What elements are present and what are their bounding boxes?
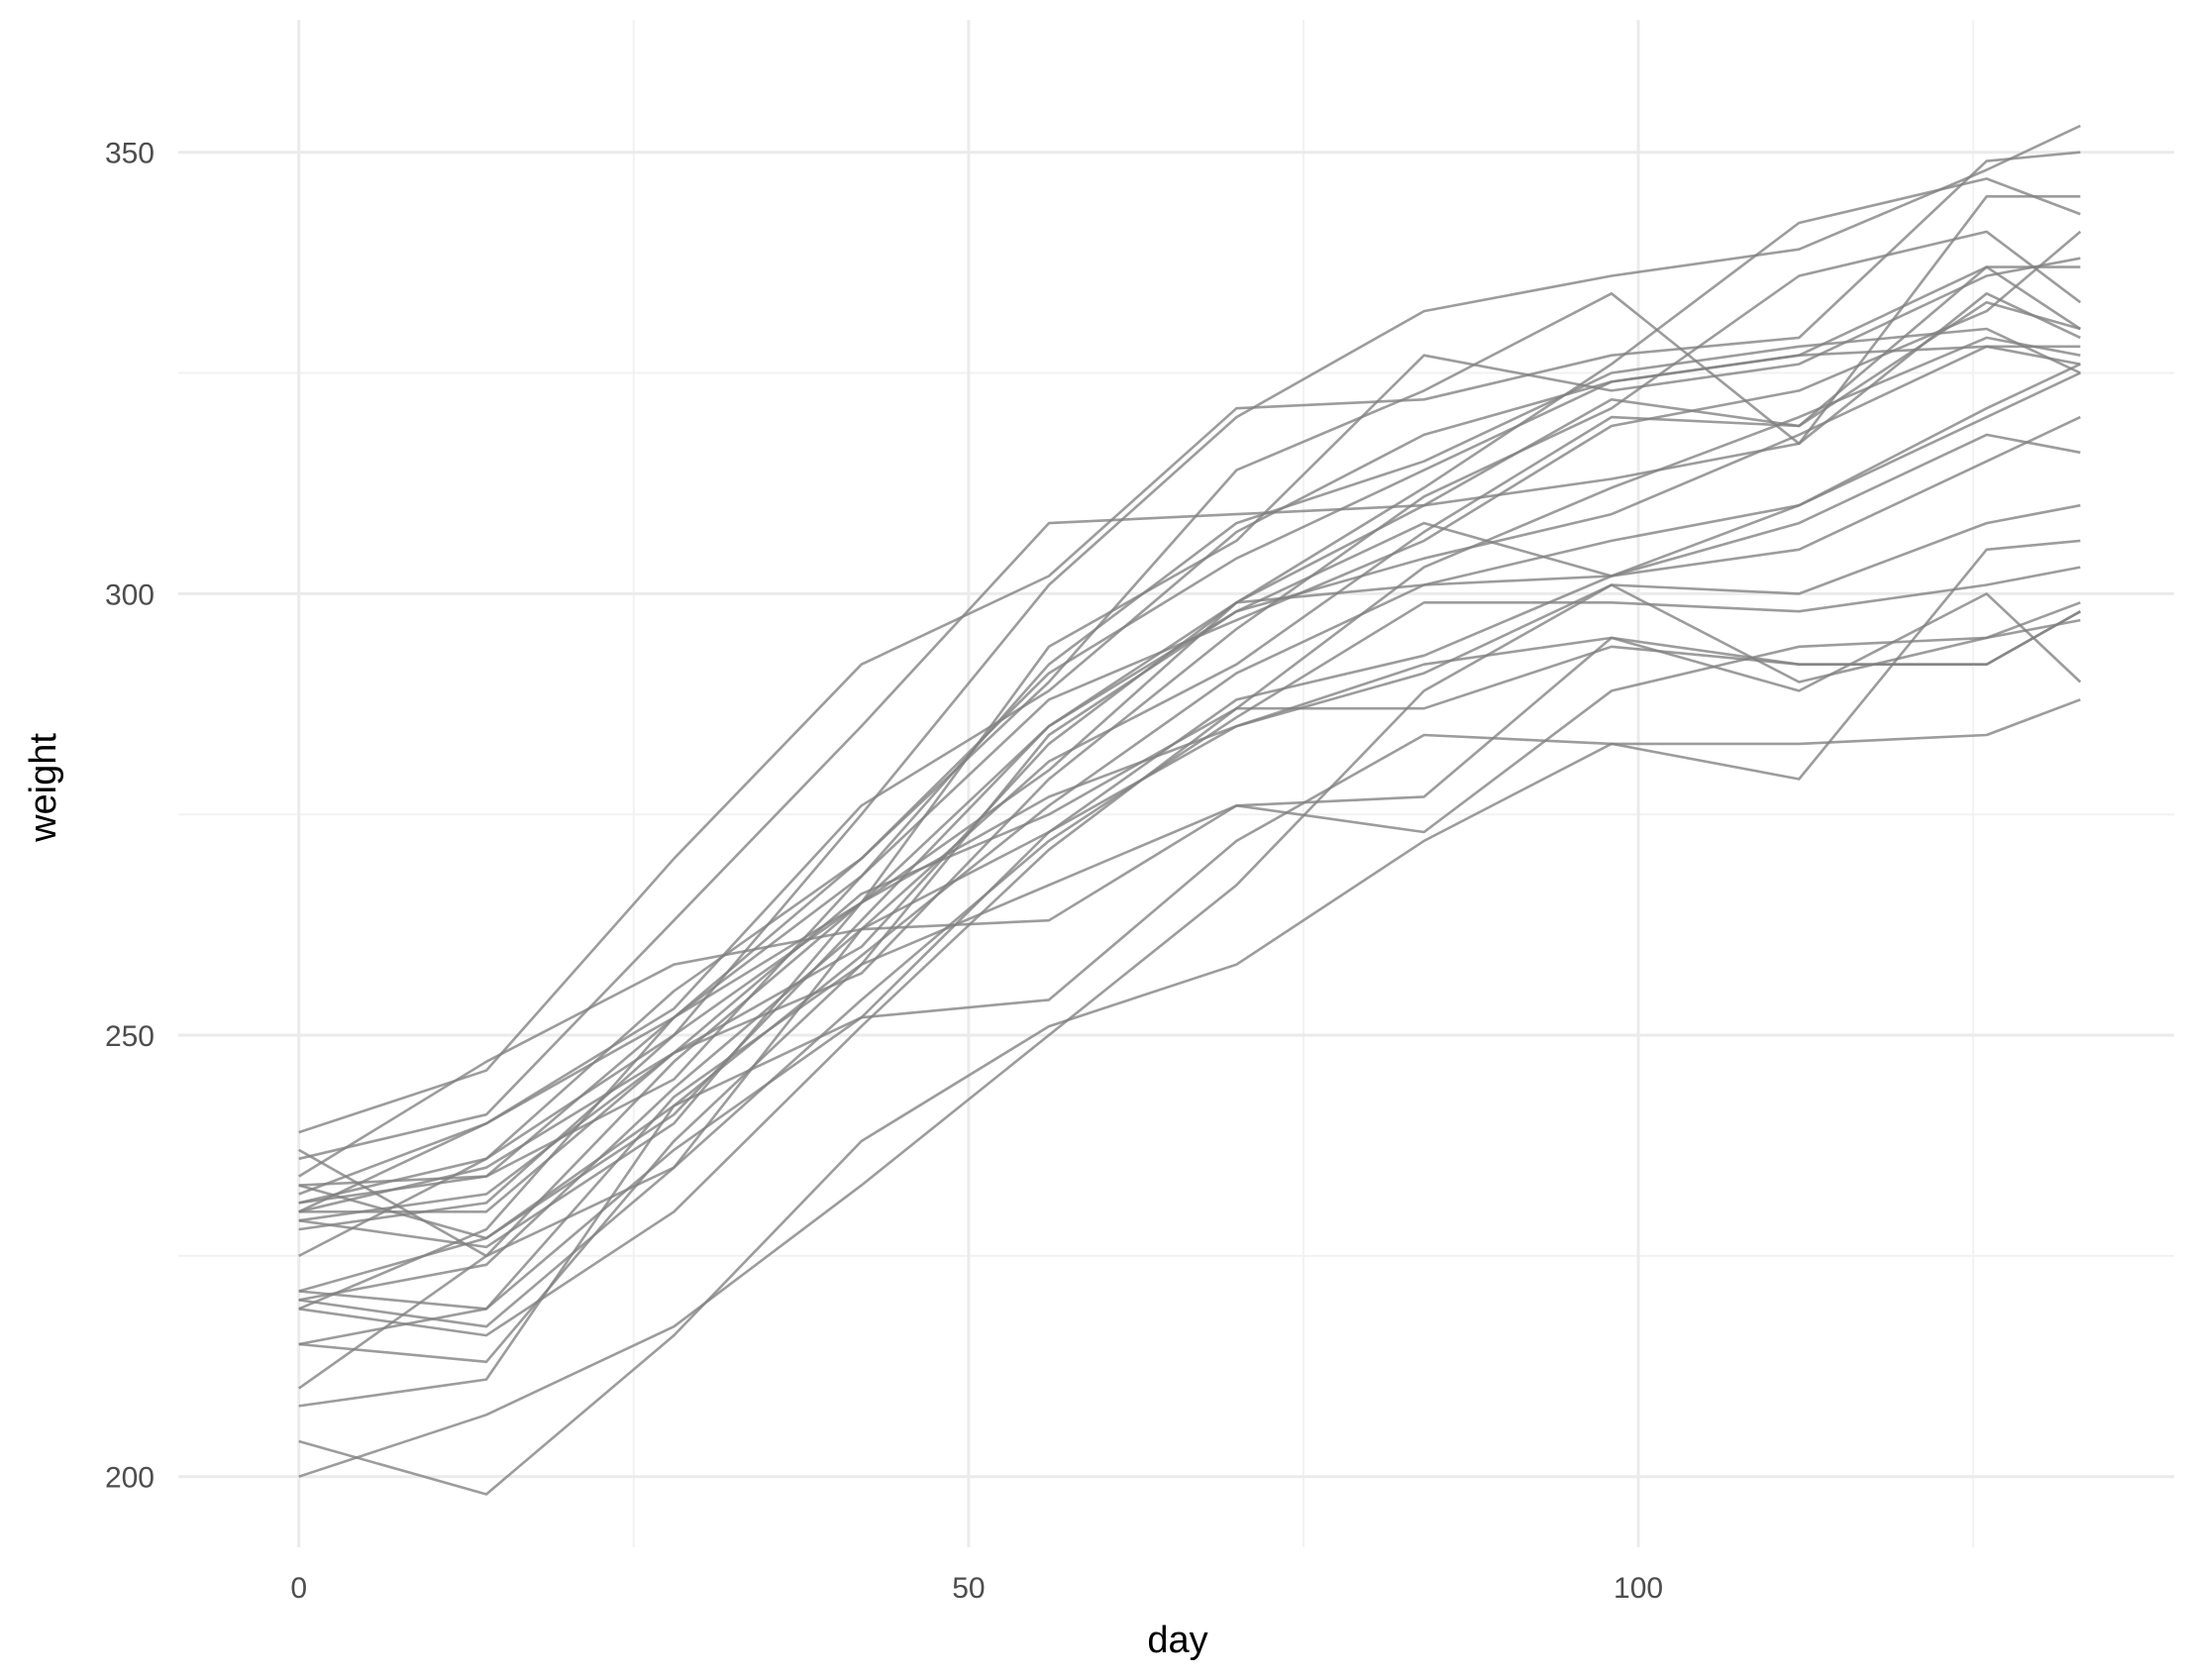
series-line-8 xyxy=(298,257,2081,1249)
series-line-14 xyxy=(298,345,2081,1258)
y-axis-title: weight xyxy=(23,733,64,843)
series-line-6 xyxy=(298,124,2081,1205)
x-axis-title: day xyxy=(1147,1620,1207,1661)
series-line-19 xyxy=(298,371,2081,1311)
series-line-23 xyxy=(297,592,2082,1390)
x-tick-label: 0 xyxy=(290,1572,307,1605)
series-line-18 xyxy=(298,433,2081,1293)
series-line-1 xyxy=(298,151,2081,1134)
major-gridlines xyxy=(178,20,2174,1547)
series-line-26 xyxy=(298,698,2081,1408)
series-line-21 xyxy=(298,566,2081,1328)
x-tick-label: 50 xyxy=(952,1572,985,1605)
series-line-25 xyxy=(298,618,2081,1364)
y-axis-tick-labels: 200 250 300 350 xyxy=(105,138,155,1495)
x-axis-tick-labels: 0 50 100 xyxy=(290,1572,1663,1605)
series-line-16 xyxy=(298,230,2082,1222)
series-lines xyxy=(297,124,2082,1496)
series-line-15 xyxy=(298,265,2082,1302)
series-line-2 xyxy=(298,291,2081,1161)
series-line-28 xyxy=(298,583,2081,1478)
y-tick-label: 250 xyxy=(105,1020,155,1053)
series-line-4 xyxy=(298,195,2081,1187)
series-line-20 xyxy=(298,363,2081,1346)
series-line-7 xyxy=(298,230,2082,1213)
series-line-24 xyxy=(298,610,2081,1337)
y-tick-label: 300 xyxy=(105,578,155,611)
series-line-27 xyxy=(298,539,2081,1496)
y-tick-label: 200 xyxy=(105,1462,155,1495)
series-line-11 xyxy=(298,327,2081,1205)
y-tick-label: 350 xyxy=(105,138,155,170)
x-tick-label: 100 xyxy=(1614,1572,1663,1605)
